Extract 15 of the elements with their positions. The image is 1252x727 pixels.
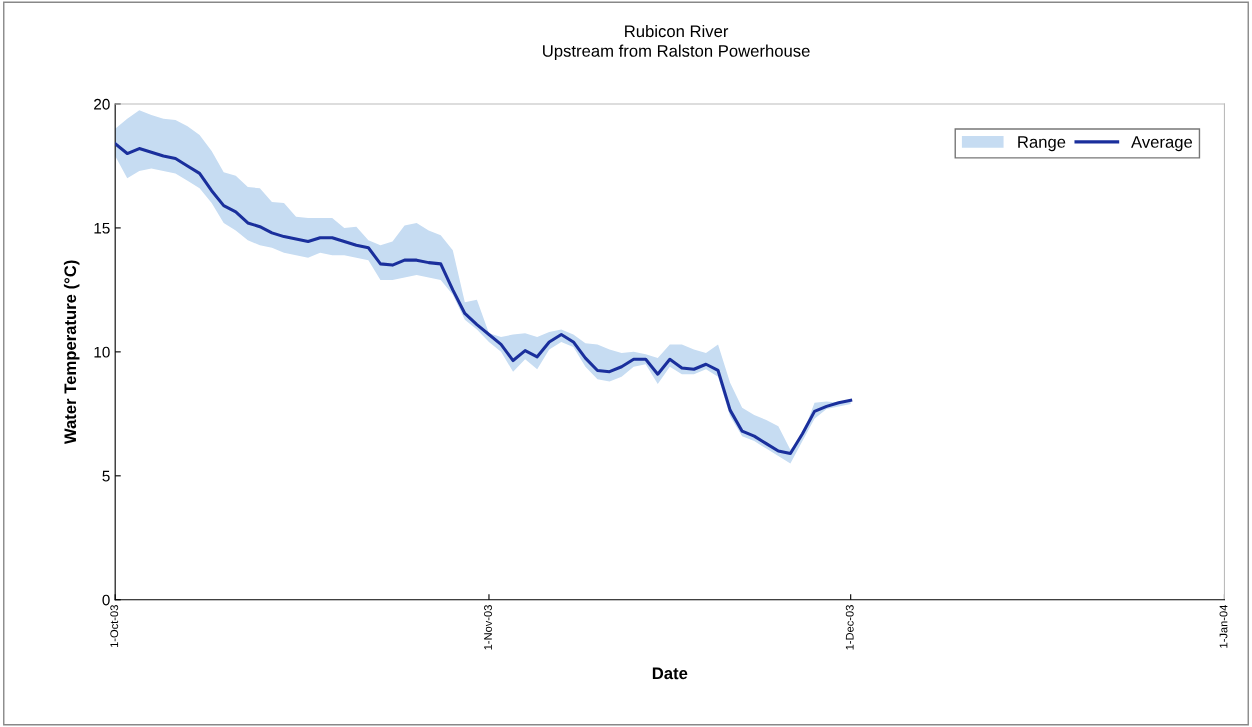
x-tick-label: 1-Nov-03 — [484, 605, 492, 650]
chart-subtitle: Upstream from Ralston Powerhouse — [543, 44, 810, 61]
x-tick-label: 1-Oct-03 — [110, 605, 119, 648]
x-axis-title: Date — [652, 667, 688, 680]
legend-label: Average — [1131, 136, 1193, 152]
legend-label: Range — [1018, 136, 1066, 152]
chart-title: Rubicon River — [625, 24, 729, 38]
x-tick-label: 1-Dec-03 — [845, 605, 854, 650]
y-tick-label: 20 — [94, 98, 110, 110]
x-tick-label: 1-Jan-04 — [1219, 604, 1228, 648]
y-tick-label: 0 — [102, 594, 110, 606]
y-axis-title: Water Temperature (°C) — [63, 260, 80, 445]
y-tick-label: 10 — [94, 346, 110, 358]
y-tick-label: 5 — [102, 470, 110, 482]
y-tick-label: 15 — [94, 222, 110, 234]
